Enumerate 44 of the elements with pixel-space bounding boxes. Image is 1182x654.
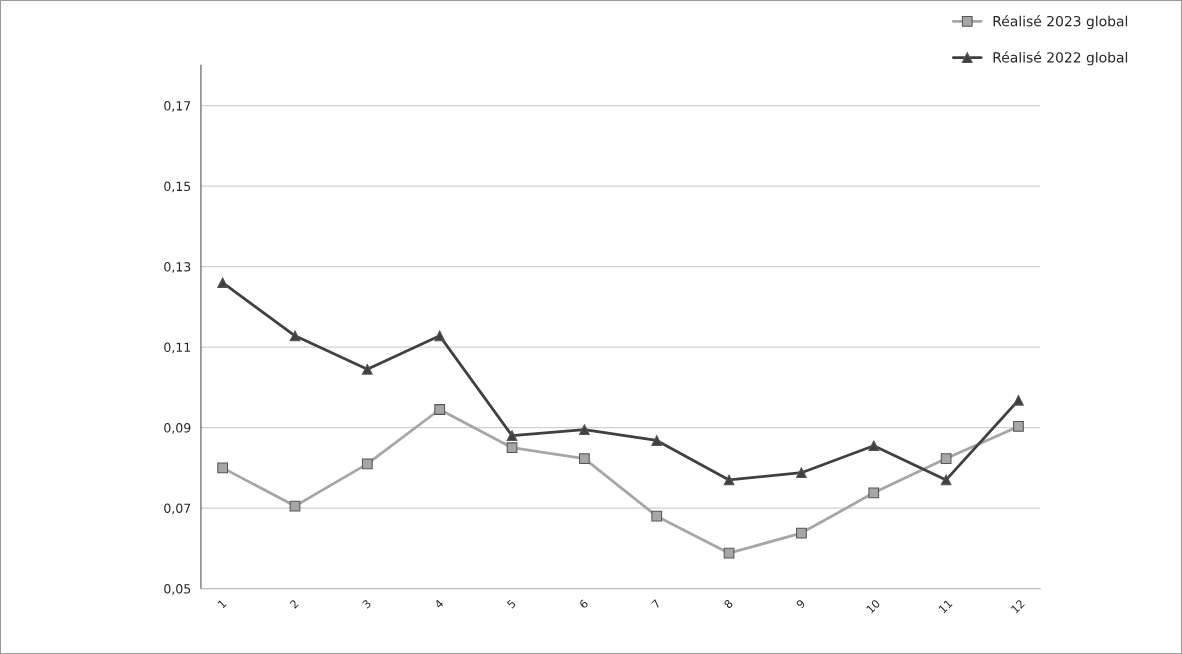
x-tick-label: 6 bbox=[578, 598, 589, 609]
point bbox=[651, 435, 663, 446]
point bbox=[217, 462, 229, 474]
point bbox=[940, 453, 952, 464]
point bbox=[361, 363, 373, 375]
point bbox=[868, 487, 880, 499]
x-tick-label: 4 bbox=[434, 599, 444, 609]
legend-label: Réalisé 2022 global bbox=[993, 51, 1128, 66]
point bbox=[723, 547, 735, 559]
x-tick-label: 8 bbox=[723, 599, 734, 609]
x-tick-label: 1 bbox=[217, 599, 227, 609]
y-tick-label: 0,09 bbox=[164, 423, 191, 434]
x-tick-label: 7 bbox=[651, 599, 661, 609]
x-tick-label: 12 bbox=[1010, 599, 1025, 614]
point bbox=[506, 442, 518, 454]
y-tick-label: 0,07 bbox=[164, 503, 191, 515]
point bbox=[217, 277, 229, 289]
point bbox=[796, 467, 807, 479]
x-tick-label: 11 bbox=[938, 599, 953, 614]
point bbox=[434, 404, 446, 415]
x-tick-label: 9 bbox=[795, 599, 806, 609]
y-tick-label: 0,15 bbox=[164, 181, 191, 193]
point bbox=[579, 453, 590, 464]
y-tick-label: 0,05 bbox=[164, 584, 191, 595]
point bbox=[361, 458, 373, 470]
legend-label: Réalisé 2023 global bbox=[993, 15, 1128, 30]
point bbox=[1013, 421, 1024, 432]
point bbox=[940, 474, 952, 486]
y-tick-label: 0,13 bbox=[164, 262, 191, 273]
point bbox=[434, 330, 446, 342]
point bbox=[651, 510, 663, 522]
x-tick-label: 3 bbox=[361, 599, 372, 609]
x-tick-label: 2 bbox=[289, 599, 299, 609]
x-tick-label: 5 bbox=[506, 599, 517, 609]
point bbox=[579, 424, 590, 436]
point bbox=[289, 330, 301, 342]
point bbox=[1013, 394, 1024, 406]
point bbox=[506, 430, 518, 442]
point bbox=[796, 527, 807, 539]
point bbox=[723, 474, 735, 486]
y-tick-label: 0,11 bbox=[164, 342, 191, 354]
y-tick-label: 0,17 bbox=[164, 101, 191, 112]
x-tick-label: 10 bbox=[865, 598, 881, 614]
point bbox=[868, 440, 880, 452]
